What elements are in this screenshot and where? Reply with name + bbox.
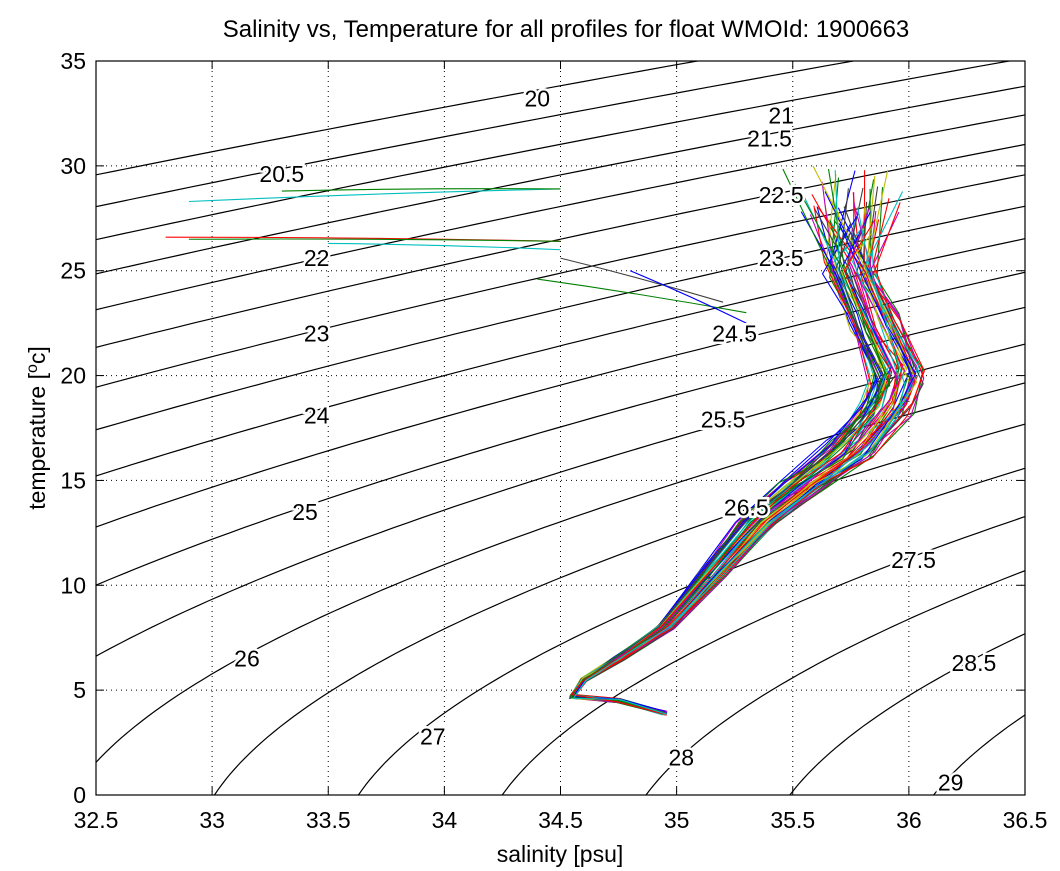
chart-title: Salinity vs, Temperature for all profile…: [223, 16, 910, 43]
density-contour-24: [96, 238, 1025, 477]
contour-label: 20.5: [259, 161, 304, 187]
contour-label: 24.5: [712, 321, 757, 347]
x-tick-label: 35.5: [770, 807, 815, 833]
contour-label: 26.5: [724, 495, 769, 521]
y-tick-label: 5: [73, 677, 86, 703]
y-tick-label: 35: [60, 48, 86, 74]
contour-label: 29: [938, 769, 964, 795]
density-contour-20: [96, 61, 701, 176]
density-contour-24.5: [96, 271, 1025, 528]
x-tick-label: 36: [896, 807, 922, 833]
profile-mixed-layer-line: [188, 188, 561, 203]
profile-line: [570, 219, 892, 715]
y-tick-label: 15: [60, 467, 86, 493]
y-tick-label: 20: [60, 363, 86, 389]
density-contour-25: [96, 306, 1025, 586]
profile-mixed-layer-line: [629, 270, 747, 324]
density-contour-22.5: [96, 143, 1025, 348]
density-contour-23.5: [96, 205, 1025, 431]
density-contour-22: [96, 114, 1025, 311]
x-tick-label: 35: [664, 807, 690, 833]
y-tick-label: 0: [73, 782, 86, 808]
y-tick-label: 10: [60, 572, 86, 598]
profile-line: [570, 183, 891, 714]
contour-label: 25: [292, 499, 318, 525]
profile-mixed-layer-line: [560, 257, 724, 303]
profile-line: [571, 223, 917, 713]
profile-line: [570, 170, 890, 716]
profile-lines: [165, 165, 925, 716]
profile-mixed-layer-line: [537, 278, 747, 314]
contour-label: 23: [304, 321, 330, 347]
x-axis-label: salinity [psu]: [497, 841, 624, 867]
contour-label: 28: [668, 744, 694, 770]
x-tick-label: 33.5: [306, 807, 351, 833]
x-tick-label: 34: [432, 807, 458, 833]
x-tick-label: 36.5: [1003, 807, 1048, 833]
contour-label: 28.5: [952, 650, 997, 676]
contour-label: 27.5: [891, 547, 936, 573]
contour-label: 21: [768, 103, 794, 129]
density-contour-27.5: [501, 515, 1025, 795]
density-contour-25.5: [96, 343, 1025, 657]
profile-mixed-layer-line: [281, 188, 561, 192]
x-tick-label: 33: [199, 807, 225, 833]
contour-label: 22.5: [759, 182, 804, 208]
contour-label: 25.5: [701, 407, 746, 433]
contour-label: 21.5: [747, 126, 792, 152]
density-contour-28: [645, 570, 1025, 795]
x-axis-ticks: 32.5 33 33.5 34 34.5 35 35.5 36 36.5: [74, 61, 1048, 833]
y-axis-label: temperature [oc]: [24, 346, 50, 510]
y-axis-ticks: 0 5 10 15 20 25 30 35: [60, 48, 1025, 808]
profile-line: [572, 207, 906, 715]
contour-label: 26: [234, 646, 260, 672]
density-contour-21: [96, 61, 1013, 241]
y-tick-label: 30: [60, 153, 86, 179]
density-contour-21.5: [96, 85, 1025, 275]
profile-mixed-layer-line: [328, 242, 561, 251]
density-contour-27: [357, 467, 1025, 795]
contour-label: 27: [420, 723, 446, 749]
contour-label: 20: [524, 86, 550, 112]
y-tick-label: 25: [60, 258, 86, 284]
contour-label: 24: [304, 402, 330, 428]
density-contour-28.5: [789, 633, 1025, 795]
contour-label: 23.5: [759, 245, 804, 271]
x-tick-label: 32.5: [74, 807, 119, 833]
density-contour-26.5: [213, 423, 1025, 795]
x-tick-label: 34.5: [538, 807, 583, 833]
profile-mixed-layer-line: [188, 238, 561, 242]
density-contour-20.5: [96, 61, 857, 208]
contour-label: 22: [304, 245, 330, 271]
